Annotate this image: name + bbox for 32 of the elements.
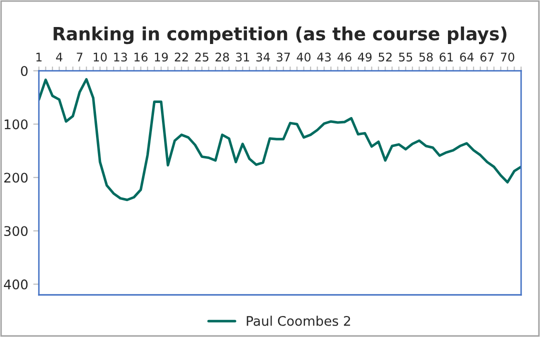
x-tick-label: 13: [114, 52, 127, 62]
x-tick-label: 46: [338, 52, 352, 62]
legend-label: Paul Coombes 2: [246, 316, 350, 326]
x-tick-label: 31: [236, 52, 250, 62]
y-tick-label: 400: [4, 279, 28, 290]
x-tick-label: 70: [500, 52, 514, 62]
y-tick-label: 100: [4, 119, 28, 130]
x-tick-label: 4: [56, 52, 62, 62]
line-series: [38, 78, 522, 202]
x-tick-label: 58: [419, 52, 433, 62]
x-tick-label: 55: [399, 52, 412, 62]
x-tick-label: 28: [216, 52, 229, 62]
x-tick-label: 34: [256, 52, 270, 62]
y-tick-label: 0: [20, 66, 28, 76]
x-tick-label: 52: [378, 52, 392, 62]
x-tick-label: 43: [317, 52, 331, 62]
x-tick-label: 7: [76, 52, 82, 62]
x-tick-label: 1: [36, 52, 42, 62]
x-tick-label: 19: [154, 52, 168, 62]
x-tick-label: 49: [358, 52, 372, 62]
x-tick-label: 37: [276, 52, 290, 62]
x-tick-label: 22: [174, 52, 188, 62]
x-tick-label: 40: [296, 52, 310, 62]
x-tick-label: 16: [134, 52, 148, 62]
x-tick-label: 25: [195, 52, 208, 62]
chart-title: Ranking in competition (as the course plays): [54, 26, 506, 44]
x-tick-label: 67: [480, 52, 494, 62]
y-tick-label: 300: [4, 226, 28, 236]
x-tick-label: 61: [440, 52, 453, 62]
y-tick-label: 200: [4, 172, 28, 183]
x-tick-label: 10: [94, 52, 107, 62]
x-tick-label: 64: [460, 52, 474, 62]
